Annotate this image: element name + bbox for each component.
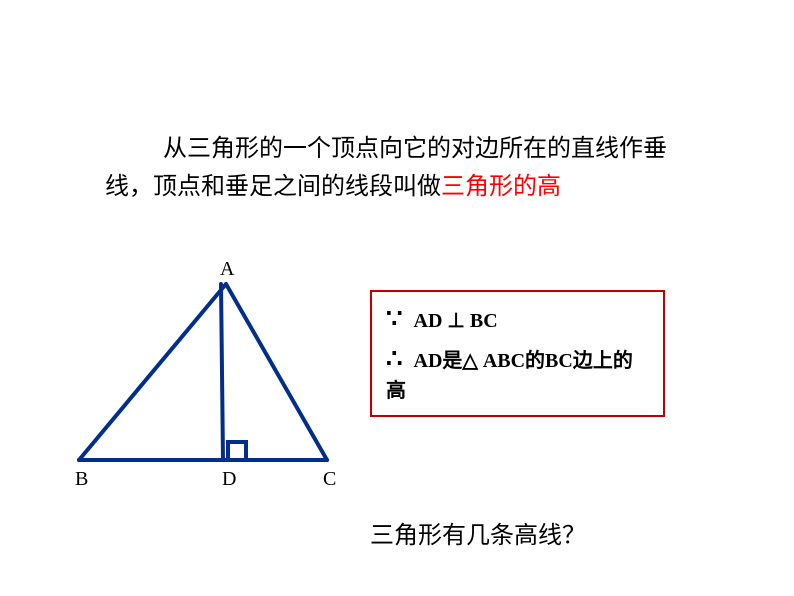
triangle-svg [73, 270, 363, 500]
vertex-label-d: D [222, 468, 236, 491]
theorem-line-2: ∴ AD是△ ABC的BC边上的高 [386, 344, 649, 403]
vertex-label-b: B [75, 468, 88, 491]
theorem-box: ∵ AD ⊥ BC ∴ AD是△ ABC的BC边上的高 [370, 290, 665, 417]
vertex-label-a: A [220, 258, 234, 281]
definition-text: 从三角形的一个顶点向它的对边所在的直线作垂线，顶点和垂足之间的线段叫做 [105, 135, 667, 200]
question-text: 三角形有几条高线？ [370, 515, 630, 550]
because-symbol: ∵ [386, 304, 403, 333]
definition-paragraph: 从三角形的一个顶点向它的对边所在的直线作垂线，顶点和垂足之间的线段叫做三角形的高 [105, 130, 695, 207]
theorem-line-1: ∵ AD ⊥ BC [386, 304, 649, 334]
theorem-line-1-text: AD ⊥ BC [414, 310, 498, 332]
triangle-figure: A B C D [73, 270, 363, 500]
therefore-symbol: ∴ [386, 344, 403, 373]
vertex-label-c: C [323, 468, 336, 491]
definition-highlight: 三角形的高 [441, 173, 561, 200]
theorem-line-2-text: AD是△ ABC的BC边上的高 [386, 350, 633, 402]
